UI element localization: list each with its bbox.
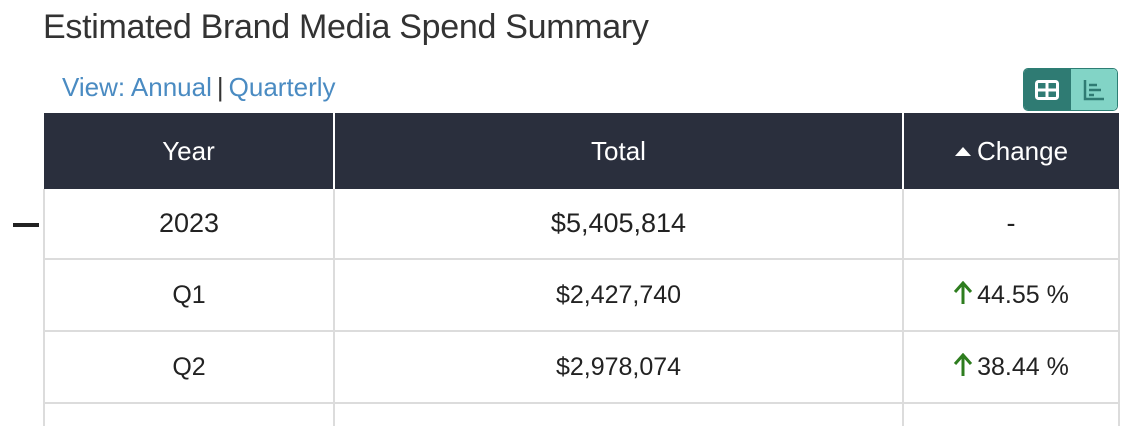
view-annual-link[interactable]: View: Annual <box>62 72 212 102</box>
spend-table: Year Total Change 2023 $5,405,814 - Q1 $… <box>43 113 1120 426</box>
display-mode-toggle <box>1023 68 1118 111</box>
caret-up-icon <box>954 146 971 156</box>
table-row: Q1 $2,427,740 44.55 % <box>43 259 1120 332</box>
column-header-change[interactable]: Change <box>903 113 1119 189</box>
change-cell <box>903 403 1120 426</box>
table-row: 2023 $5,405,814 - <box>43 189 1120 260</box>
view-quarterly-link[interactable]: Quarterly <box>228 72 336 102</box>
chart-view-button[interactable] <box>1070 69 1117 110</box>
period-cell <box>43 403 335 426</box>
arrow-up-icon <box>954 352 973 376</box>
total-cell: $2,978,074 <box>334 331 904 404</box>
change-cell: 38.44 % <box>903 331 1120 404</box>
table-row-partial <box>43 403 1120 426</box>
table-header-row: Year Total Change <box>44 113 1119 189</box>
change-cell: - <box>903 189 1120 260</box>
column-header-year[interactable]: Year <box>44 113 335 189</box>
table-view-button[interactable] <box>1024 69 1071 110</box>
column-header-total[interactable]: Total <box>334 113 904 189</box>
table-row: Q2 $2,978,074 38.44 % <box>43 331 1120 404</box>
collapse-year-button[interactable] <box>13 223 39 227</box>
bar-chart-icon <box>1083 79 1104 100</box>
table-icon <box>1035 79 1060 100</box>
total-cell: $5,405,814 <box>334 189 904 260</box>
view-separator: | <box>216 72 224 102</box>
view-switcher: View: Annual | Quarterly <box>62 72 336 103</box>
total-cell: $2,427,740 <box>334 259 904 332</box>
period-cell: 2023 <box>43 189 335 260</box>
total-cell <box>334 403 904 426</box>
page-title: Estimated Brand Media Spend Summary <box>43 8 649 46</box>
change-cell: 44.55 % <box>903 259 1120 332</box>
period-cell: Q2 <box>43 331 335 404</box>
period-cell: Q1 <box>43 259 335 332</box>
arrow-up-icon <box>954 280 973 304</box>
